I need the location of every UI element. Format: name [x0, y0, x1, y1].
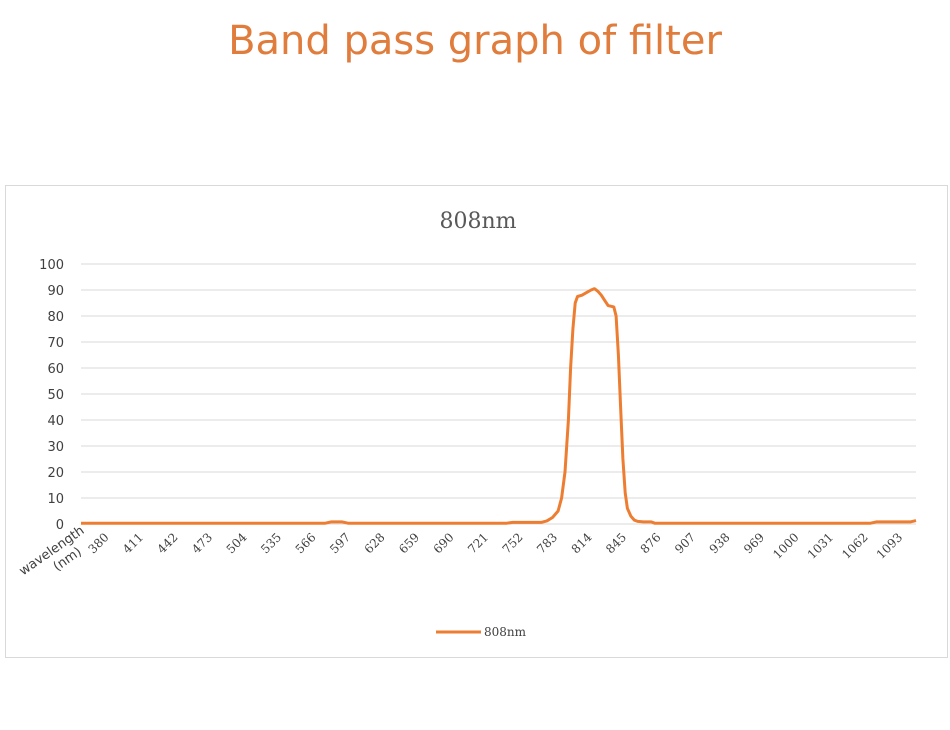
y-axis-ticks: 0 10 20 30 40 50 60 70 80 90 100: [39, 258, 64, 533]
y-tick-label: 0: [56, 518, 64, 533]
x-tick-label: 535: [258, 530, 284, 556]
y-tick-label: 100: [39, 258, 64, 273]
legend: 808nm: [436, 625, 527, 639]
y-tick-label: 40: [47, 414, 64, 429]
x-tick-label: 411: [120, 530, 146, 556]
y-tick-label: 80: [47, 310, 64, 325]
x-tick-label: 380: [86, 530, 112, 556]
chart-title: 808nm: [439, 209, 516, 234]
y-tick-label: 10: [47, 492, 64, 507]
x-tick-label: 628: [362, 530, 388, 556]
y-tick-label: 70: [47, 336, 64, 351]
x-tick-label: 752: [500, 530, 526, 556]
series-layer: [81, 287, 917, 525]
x-tick-label: 907: [672, 530, 698, 556]
x-tick-label: 597: [327, 530, 353, 556]
y-tick-label: 20: [47, 466, 64, 481]
gridlines: [81, 263, 916, 525]
y-tick-label: 50: [47, 388, 64, 403]
x-tick-label: 845: [603, 530, 629, 556]
x-tick-label: 473: [189, 530, 215, 556]
x-tick-label: 1062: [839, 530, 870, 561]
x-tick-label: 1093: [874, 530, 905, 561]
series-line-0: [81, 287, 917, 525]
y-tick-label: 90: [47, 284, 64, 299]
x-tick-label: 442: [155, 530, 181, 556]
x-tick-label: 504: [224, 530, 250, 556]
x-tick-label: 721: [465, 530, 491, 556]
x-axis-ticks: 380 411 442 473 504 535 566 597 628 659 690 721 752 7…: [86, 530, 906, 562]
x-tick-label: 938: [707, 530, 733, 556]
page-title: Band pass graph of filter: [228, 18, 722, 64]
x-tick-label: 783: [534, 530, 560, 556]
x-tick-label: 876: [638, 530, 664, 556]
x-tick-label: 1031: [805, 530, 836, 561]
x-tick-label: 1000: [770, 530, 801, 561]
x-tick-label: 969: [741, 530, 767, 556]
x-tick-label: 814: [569, 530, 595, 556]
line-chart: 808nm 0 10 20 30 40 50 60 70 80 90 100 380 411 442 47…: [17, 209, 917, 639]
chart-frame: 808nm 0 10 20 30 40 50 60 70 80 90 100 380 411 442 47…: [5, 185, 948, 658]
x-axis-label: wavelength(nm): [17, 523, 97, 592]
x-tick-label: 659: [396, 530, 422, 556]
x-tick-label: 566: [293, 530, 319, 556]
y-tick-label: 30: [47, 440, 64, 455]
legend-label: 808nm: [484, 625, 527, 639]
x-tick-label: 690: [431, 530, 457, 556]
y-tick-label: 60: [47, 362, 64, 377]
